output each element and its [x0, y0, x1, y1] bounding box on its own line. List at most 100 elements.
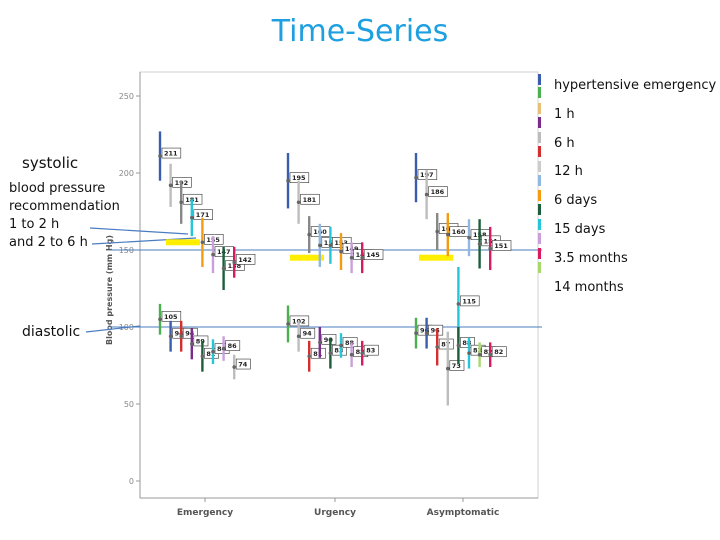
diastolic-data-label: 83 — [473, 347, 482, 355]
legend-swatch — [538, 87, 541, 98]
legend-swatch — [538, 204, 541, 215]
systolic-data-label-box — [428, 186, 448, 197]
legend-label: 6 days — [554, 193, 598, 208]
systolic-point — [446, 232, 450, 237]
systolic-data-label: 186 — [431, 188, 445, 196]
diastolic-point — [435, 345, 440, 349]
diastolic-data-label-box — [438, 338, 454, 350]
bp-line-2: recommendation — [9, 199, 120, 214]
plot-frame — [139, 71, 539, 499]
diastolic-data-label-box — [363, 344, 379, 356]
y-tick-label: 200 — [119, 169, 134, 178]
systolic-point — [414, 175, 418, 180]
systolic-data-label-box — [300, 193, 320, 205]
diastolic-point — [296, 334, 301, 339]
systolic-point — [296, 200, 301, 205]
legend-swatch — [538, 262, 541, 273]
diastolic-data-label: 88 — [345, 339, 355, 347]
diastolic-data-label-box — [193, 335, 209, 347]
diastolic-data-label: 83 — [334, 347, 343, 355]
diastolic-data-label-box — [182, 327, 198, 339]
systolic-point — [456, 302, 461, 306]
systolic-data-label-box — [363, 249, 384, 260]
legend-swatch — [538, 146, 541, 157]
systolic-point — [477, 242, 482, 246]
legend-swatch — [538, 175, 541, 186]
legend-label: 15 days — [554, 222, 606, 237]
diastolic-point — [200, 354, 205, 359]
bp-line-3: 1 to 2 h — [9, 217, 60, 232]
systolic-point — [349, 255, 354, 260]
diastolic-data-label: 89 — [196, 337, 206, 345]
systolic-data-label-box — [491, 240, 512, 251]
diastolic-data-label-box — [449, 360, 465, 371]
diastolic-point — [221, 346, 226, 351]
systolic-point — [179, 200, 183, 205]
diastolic-point — [328, 351, 333, 355]
diastolic-data-label: 74 — [238, 361, 248, 369]
bp-line-1: blood pressure — [9, 181, 106, 196]
systolic-point — [232, 260, 236, 265]
systolic-point — [211, 252, 215, 257]
diastolic-point — [232, 365, 236, 369]
diastolic-label: diastolic — [22, 324, 81, 340]
pointer-line — [91, 237, 197, 245]
systolic-data-label: 195 — [292, 174, 306, 182]
pointer-line — [89, 227, 189, 235]
systolic-point — [286, 178, 290, 183]
diastolic-point — [190, 342, 194, 346]
diastolic-data-label: 105 — [164, 313, 178, 321]
systolic-data-label: 142 — [238, 256, 252, 264]
diastolic-data-label: 94 — [303, 330, 313, 338]
legend-swatch — [538, 219, 541, 230]
legend-label: hypertensive emergency — [554, 78, 717, 93]
systolic-point — [307, 232, 312, 237]
diastolic-data-label-box — [321, 334, 337, 345]
y-axis-label: Blood pressure (mm Hg) — [105, 235, 114, 345]
diastolic-point — [286, 322, 290, 326]
legend-swatch — [538, 248, 541, 259]
diastolic-point — [360, 351, 365, 355]
highlight-band — [290, 254, 324, 261]
systolic-data-label: 181 — [303, 196, 317, 204]
systolic-point — [360, 255, 365, 260]
systolic-data-label-box — [235, 254, 256, 265]
diastolic-data-label-box — [460, 337, 475, 348]
diastolic-point — [307, 354, 312, 359]
diastolic-point — [477, 352, 482, 357]
systolic-point — [424, 192, 429, 197]
systolic-data-label: 115 — [462, 297, 476, 305]
systolic-data-label: 160 — [452, 228, 466, 236]
diastolic-data-label: 87 — [441, 341, 450, 349]
diastolic-data-label-box — [310, 347, 326, 359]
x-tick-label: Urgency — [314, 508, 356, 518]
legend-label: 3.5 months — [554, 251, 628, 266]
bp-recommendation-label: blood pressure recommendation 1 to 2 h a… — [9, 180, 120, 252]
diastolic-point — [446, 366, 450, 371]
page-title: Time-Series — [271, 14, 449, 49]
diastolic-point — [158, 317, 162, 322]
y-tick-label: 0 — [129, 477, 134, 486]
legend-label: 1 h — [554, 107, 575, 122]
diastolic-data-label: 81 — [313, 350, 323, 358]
diastolic-data-label: 82 — [494, 348, 503, 356]
legend-label: 12 h — [554, 164, 583, 179]
diastolic-data-label-box — [428, 324, 444, 336]
bp-line-4: and 2 to 6 h — [9, 235, 88, 250]
diastolic-point — [339, 343, 343, 348]
legend-label: 6 h — [554, 136, 575, 151]
diastolic-point — [318, 340, 322, 345]
diastolic-point — [211, 349, 215, 354]
systolic-label: systolic — [22, 154, 79, 172]
diastolic-data-label: 82 — [356, 348, 365, 356]
diastolic-point — [488, 352, 493, 357]
legend-swatch — [538, 117, 541, 128]
legend-swatch — [538, 190, 541, 201]
legend-swatch — [538, 132, 541, 143]
systolic-point — [467, 235, 471, 240]
diastolic-point — [467, 351, 471, 355]
diastolic-data-label: 96 — [431, 327, 441, 335]
x-tick-label: Asymptomatic — [427, 508, 500, 518]
x-tick-label: Emergency — [177, 508, 233, 518]
